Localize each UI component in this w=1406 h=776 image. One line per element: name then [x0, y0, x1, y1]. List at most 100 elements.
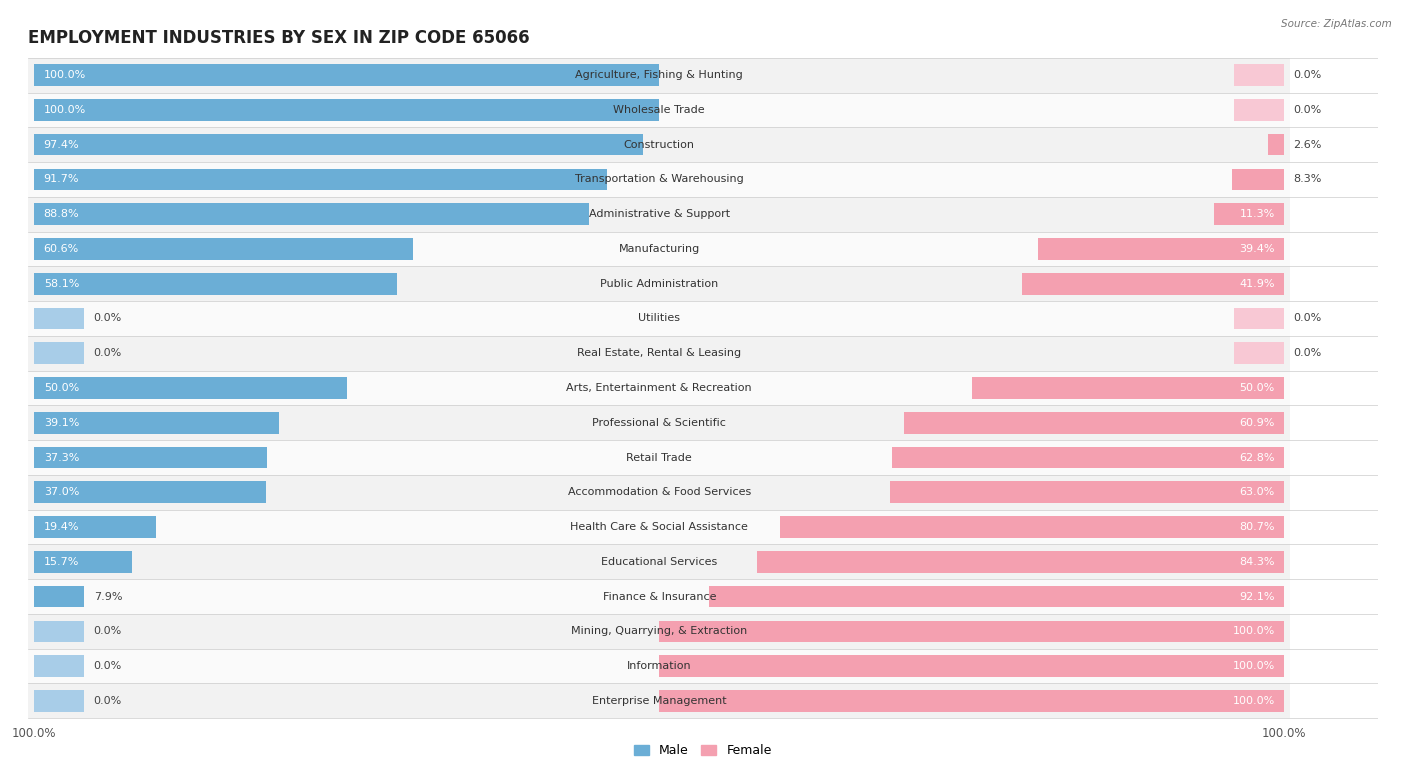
Bar	[1232, 168, 1284, 190]
Text: 37.0%: 37.0%	[44, 487, 79, 497]
Bar	[28, 231, 1291, 266]
Bar	[28, 127, 1291, 162]
Text: Arts, Entertainment & Recreation: Arts, Entertainment & Recreation	[567, 383, 752, 393]
Text: 0.0%: 0.0%	[1294, 105, 1322, 115]
Text: 7.9%: 7.9%	[94, 591, 122, 601]
Text: 15.7%: 15.7%	[44, 557, 79, 566]
Text: 0.0%: 0.0%	[1294, 348, 1322, 359]
Bar	[34, 655, 84, 677]
Text: 0.0%: 0.0%	[1294, 70, 1322, 80]
Bar	[891, 447, 1284, 468]
Bar	[28, 649, 1291, 684]
Text: 50.0%: 50.0%	[1240, 383, 1275, 393]
Bar	[904, 412, 1284, 434]
Text: 39.1%: 39.1%	[44, 417, 79, 428]
Bar	[28, 475, 1291, 510]
Text: 62.8%: 62.8%	[1239, 452, 1275, 462]
Text: 91.7%: 91.7%	[44, 175, 79, 185]
Bar	[972, 377, 1284, 399]
Bar	[1234, 342, 1284, 364]
Bar	[28, 614, 1291, 649]
Bar	[28, 405, 1291, 440]
Bar	[34, 586, 84, 608]
Text: 60.9%: 60.9%	[1240, 417, 1275, 428]
Bar	[1268, 134, 1284, 155]
Bar	[1234, 64, 1284, 86]
Text: 0.0%: 0.0%	[94, 661, 122, 671]
Bar	[34, 203, 589, 225]
Bar	[34, 690, 84, 712]
Text: Construction: Construction	[624, 140, 695, 150]
Text: 63.0%: 63.0%	[1240, 487, 1275, 497]
Bar	[1213, 203, 1284, 225]
Text: 84.3%: 84.3%	[1239, 557, 1275, 566]
Bar	[659, 621, 1284, 642]
Legend: Male, Female: Male, Female	[630, 740, 776, 762]
Bar	[780, 516, 1284, 538]
Bar	[28, 92, 1291, 127]
Bar	[28, 336, 1291, 371]
Bar	[34, 308, 84, 329]
Text: 100.0%: 100.0%	[44, 105, 86, 115]
Text: Health Care & Social Assistance: Health Care & Social Assistance	[571, 522, 748, 532]
Bar	[28, 545, 1291, 579]
Text: 100.0%: 100.0%	[44, 70, 86, 80]
Text: 19.4%: 19.4%	[44, 522, 79, 532]
Bar	[28, 266, 1291, 301]
Text: Transportation & Warehousing: Transportation & Warehousing	[575, 175, 744, 185]
Bar	[1234, 308, 1284, 329]
Text: Educational Services: Educational Services	[602, 557, 717, 566]
Bar	[34, 377, 347, 399]
Text: 0.0%: 0.0%	[94, 348, 122, 359]
Bar	[709, 586, 1284, 608]
Bar	[659, 655, 1284, 677]
Text: Public Administration: Public Administration	[600, 279, 718, 289]
Bar	[34, 64, 659, 86]
Text: Agriculture, Fishing & Hunting: Agriculture, Fishing & Hunting	[575, 70, 744, 80]
Bar	[28, 197, 1291, 231]
Bar	[659, 690, 1284, 712]
Bar	[34, 516, 156, 538]
Bar	[34, 447, 267, 468]
Bar	[28, 162, 1291, 197]
Bar	[1038, 238, 1284, 260]
Text: Finance & Insurance: Finance & Insurance	[603, 591, 716, 601]
Text: 97.4%: 97.4%	[44, 140, 79, 150]
Text: 100.0%: 100.0%	[1233, 696, 1275, 706]
Text: 0.0%: 0.0%	[1294, 314, 1322, 324]
Bar	[34, 168, 607, 190]
Bar	[34, 551, 132, 573]
Text: EMPLOYMENT INDUSTRIES BY SEX IN ZIP CODE 65066: EMPLOYMENT INDUSTRIES BY SEX IN ZIP CODE…	[28, 29, 530, 47]
Text: 100.0%: 100.0%	[1233, 626, 1275, 636]
Bar	[34, 621, 84, 642]
Text: 92.1%: 92.1%	[1239, 591, 1275, 601]
Text: Information: Information	[627, 661, 692, 671]
Bar	[758, 551, 1284, 573]
Bar	[28, 510, 1291, 545]
Text: 100.0%: 100.0%	[1233, 661, 1275, 671]
Text: Retail Trade: Retail Trade	[627, 452, 692, 462]
Bar	[34, 342, 84, 364]
Text: 88.8%: 88.8%	[44, 210, 79, 219]
Text: Mining, Quarrying, & Extraction: Mining, Quarrying, & Extraction	[571, 626, 748, 636]
Text: Utilities: Utilities	[638, 314, 681, 324]
Text: Real Estate, Rental & Leasing: Real Estate, Rental & Leasing	[578, 348, 741, 359]
Text: Enterprise Management: Enterprise Management	[592, 696, 727, 706]
Text: 58.1%: 58.1%	[44, 279, 79, 289]
Text: Source: ZipAtlas.com: Source: ZipAtlas.com	[1281, 19, 1392, 29]
Bar	[28, 301, 1291, 336]
Text: 0.0%: 0.0%	[94, 314, 122, 324]
Bar	[28, 440, 1291, 475]
Text: 11.3%: 11.3%	[1240, 210, 1275, 219]
Text: 39.4%: 39.4%	[1239, 244, 1275, 254]
Bar	[34, 273, 398, 295]
Text: 80.7%: 80.7%	[1239, 522, 1275, 532]
Bar	[1234, 99, 1284, 121]
Bar	[28, 371, 1291, 405]
Text: Accommodation & Food Services: Accommodation & Food Services	[568, 487, 751, 497]
Bar	[34, 238, 413, 260]
Text: Wholesale Trade: Wholesale Trade	[613, 105, 704, 115]
Text: Professional & Scientific: Professional & Scientific	[592, 417, 725, 428]
Bar	[28, 57, 1291, 92]
Bar	[28, 579, 1291, 614]
